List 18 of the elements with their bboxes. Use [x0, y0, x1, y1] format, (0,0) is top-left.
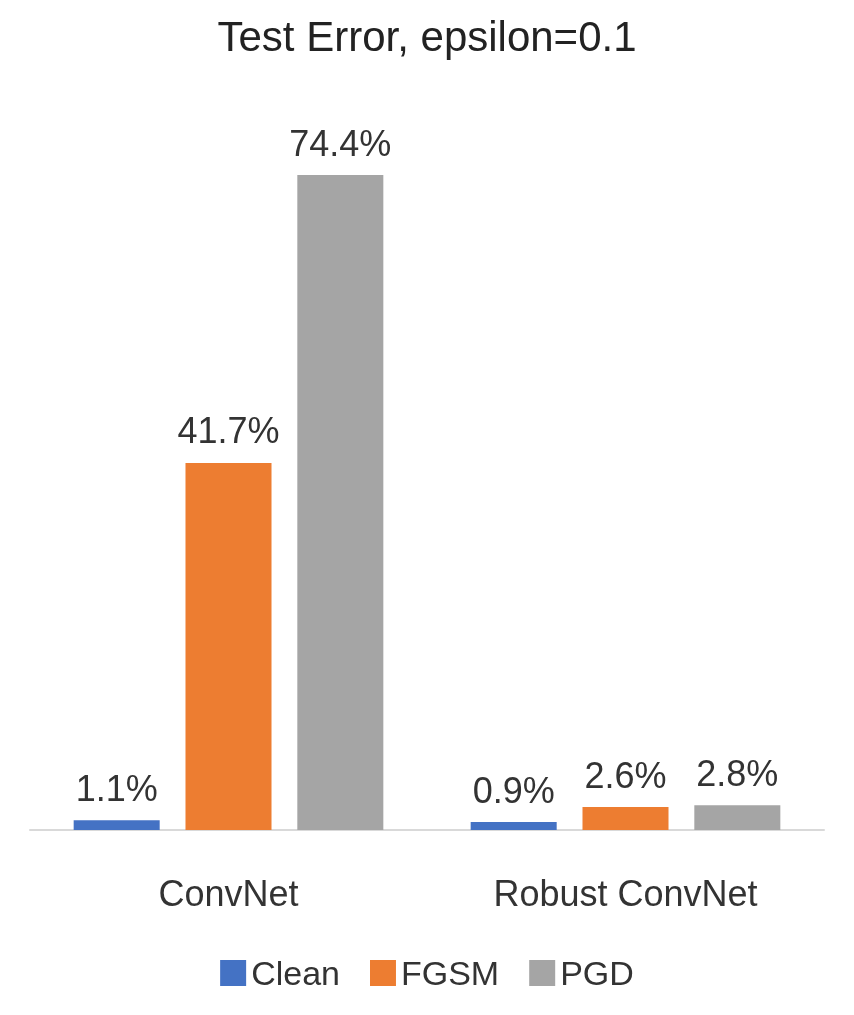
data-label: 2.6% [584, 754, 667, 796]
legend-label: FGSM [400, 954, 500, 992]
chart-title: Test Error, epsilon=0.1 [217, 12, 637, 60]
x-tick-label: Robust ConvNet [493, 872, 758, 914]
bar [470, 822, 557, 830]
bar [694, 805, 781, 830]
data-label: 41.7% [177, 410, 280, 452]
data-label: 0.9% [472, 769, 555, 811]
data-label: 74.4% [289, 122, 392, 164]
legend-label: Clean [251, 954, 340, 992]
x-tick-label: ConvNet [158, 872, 299, 914]
data-label: 1.1% [75, 767, 158, 809]
data-label: 2.8% [696, 752, 779, 794]
bar [73, 820, 160, 830]
bar [185, 462, 272, 830]
bar [582, 807, 669, 830]
legend-label: PGD [560, 954, 634, 992]
bar [297, 175, 384, 830]
